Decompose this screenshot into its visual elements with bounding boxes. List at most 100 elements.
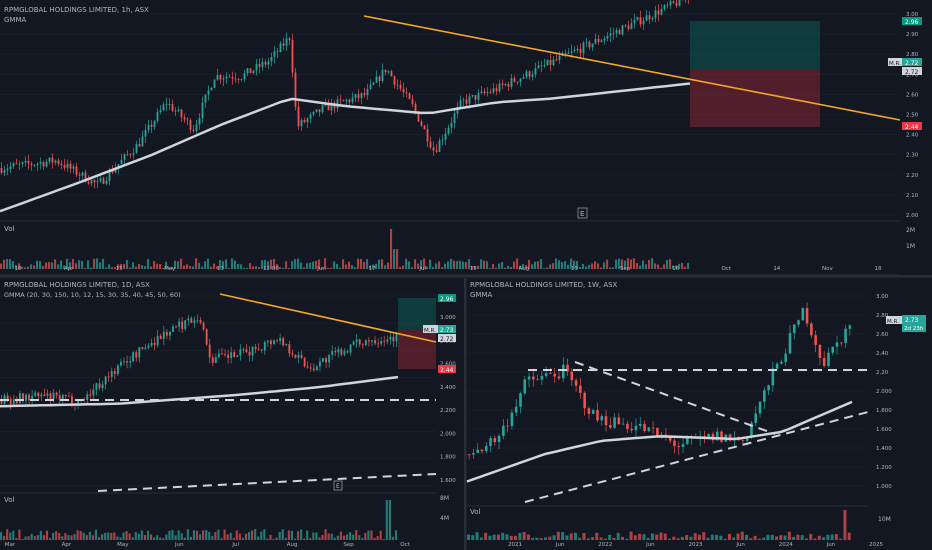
volume-bar [762, 537, 766, 540]
bl-earnings-marker[interactable] [333, 480, 343, 491]
candle-body [234, 78, 237, 80]
candle-body [270, 56, 273, 62]
volume-bar [223, 529, 226, 540]
candle-body [540, 375, 544, 380]
volume-bar [615, 259, 618, 269]
br-vol-tick-10m: 10M [878, 516, 891, 523]
volume-bar [809, 533, 813, 540]
candle-body [144, 347, 147, 350]
target-zone[interactable] [690, 21, 820, 70]
top-earnings-marker[interactable] [577, 207, 588, 219]
candle-body [355, 339, 358, 342]
price-tick-label: 3.00 [876, 294, 889, 300]
bl-candles [0, 314, 398, 411]
volume-bar [12, 530, 15, 540]
candle-body [322, 358, 324, 362]
br-falling-dashed[interactable] [574, 361, 776, 435]
volume-bar [822, 537, 826, 540]
volume-bar [657, 264, 660, 269]
volume-bar [129, 267, 132, 269]
volume-bar [522, 263, 525, 269]
candle-body [230, 352, 233, 359]
candle-body [666, 4, 669, 6]
volume-bar [621, 259, 624, 269]
candle-body [536, 379, 539, 381]
candle-body [672, 1, 675, 3]
top-trendline[interactable] [363, 15, 901, 121]
br-rising-dashed[interactable] [524, 411, 869, 503]
candle-body [502, 425, 505, 436]
candle-body [159, 109, 162, 113]
top-price-axis [900, 0, 932, 275]
candle-body [345, 99, 348, 101]
volume-bar [309, 262, 312, 269]
bl-trendline[interactable] [219, 293, 437, 343]
volume-bar [222, 261, 225, 269]
candle-body [835, 342, 839, 347]
volume-bar [706, 537, 710, 540]
volume-bar [543, 267, 546, 269]
candle-body [348, 99, 351, 103]
candle-body [147, 124, 150, 131]
time-tick-label: May [164, 266, 176, 272]
volume-bar [411, 267, 414, 269]
candle-body [339, 99, 342, 101]
volume-bar [208, 531, 211, 540]
candle-body [162, 104, 165, 110]
candle-body [207, 90, 210, 95]
volume-bar [327, 533, 330, 540]
volume-bar [579, 267, 582, 269]
candle-body [651, 427, 655, 429]
candle-body [561, 364, 565, 379]
volume-bar [405, 258, 408, 269]
volume-bar [114, 267, 117, 269]
volume-bar [740, 531, 744, 540]
candle-body [129, 154, 132, 156]
candle-body [792, 324, 796, 334]
candle-body [43, 394, 46, 396]
volume-bar [243, 267, 246, 269]
volume-bar [162, 267, 165, 269]
candle-body [351, 97, 354, 103]
candle-body [98, 383, 101, 389]
candle-body [472, 452, 475, 455]
price-tick-label: 2.80 [906, 52, 919, 58]
bl-rising-dashed[interactable] [97, 473, 437, 492]
candle-body [405, 92, 408, 94]
volume-bar [732, 537, 736, 540]
volume-bar [241, 537, 245, 540]
volume-bar [672, 536, 676, 540]
price-tick-label: 2.60 [876, 332, 889, 338]
candle-body [474, 95, 477, 100]
volume-bar [817, 535, 821, 540]
candle-body [54, 160, 57, 163]
bl-price-axis [436, 279, 464, 550]
volume-bar [183, 265, 186, 269]
volume-bar [30, 264, 33, 269]
candle-body [797, 320, 800, 325]
candle-body [0, 399, 3, 404]
candle-body [660, 8, 663, 15]
price-tick-label: 1.800 [440, 455, 456, 461]
candle-body [34, 392, 37, 396]
volume-bar [3, 535, 6, 540]
bl-target-zone[interactable] [398, 298, 436, 330]
stop-zone[interactable] [690, 70, 820, 127]
candle-body [261, 61, 264, 67]
price-tick-label: 2.400 [440, 385, 456, 391]
bl-volume-bars [0, 500, 398, 540]
volume-bar [516, 258, 519, 269]
volume-bar [372, 264, 375, 269]
candle-body [532, 376, 535, 380]
volume-bar [624, 260, 627, 269]
candle-body [648, 15, 651, 20]
candle-body [606, 35, 609, 39]
bl-stop-zone[interactable] [398, 330, 436, 369]
volume-bar [57, 264, 60, 269]
candle-body [233, 352, 236, 357]
volume-bar [423, 258, 426, 269]
candle-body [564, 53, 567, 54]
volume-bar [192, 266, 195, 269]
volume-bar [232, 537, 235, 540]
volume-bar [276, 264, 279, 269]
